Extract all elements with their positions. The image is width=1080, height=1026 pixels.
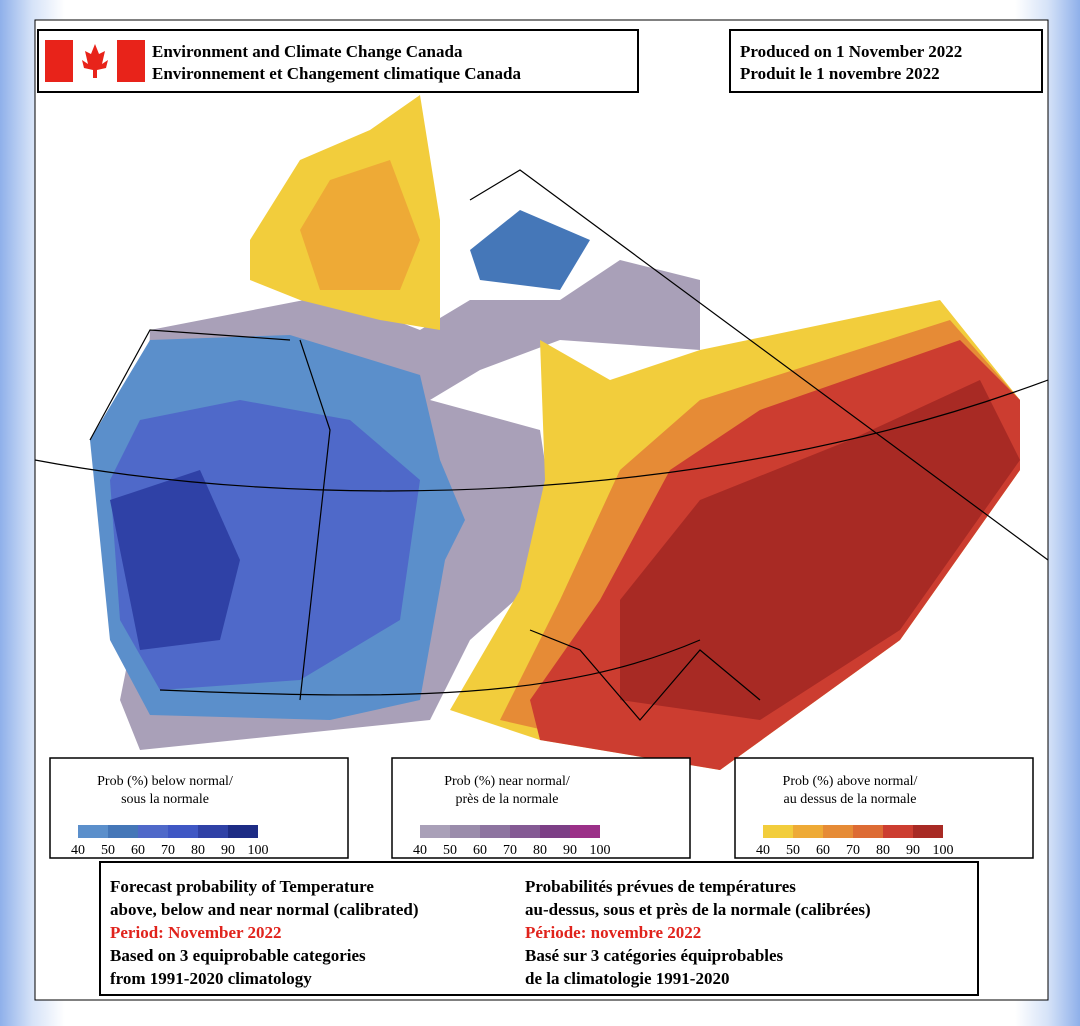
legend-swatch — [853, 825, 883, 838]
legend-tick: 80 — [191, 843, 205, 858]
legend-tick: 80 — [876, 843, 890, 858]
legend-swatch — [913, 825, 943, 838]
legend-swatch — [823, 825, 853, 838]
footer-line: from 1991-2020 climatology — [110, 969, 312, 988]
footer-line: Basé sur 3 catégories équiprobables — [525, 946, 784, 965]
footer-line: Période: novembre 2022 — [525, 923, 701, 942]
legend-title: près de la normale — [455, 792, 558, 807]
legend-title: Prob (%) above normal/ — [783, 774, 918, 789]
legend-tick: 90 — [221, 843, 235, 858]
legend-swatch — [793, 825, 823, 838]
legend-swatch — [198, 825, 228, 838]
legend-title: au dessus de la normale — [784, 792, 917, 807]
legend-tick: 100 — [933, 843, 954, 858]
legend-swatch — [883, 825, 913, 838]
footer-box — [99, 861, 979, 996]
legend-tick: 40 — [413, 843, 427, 858]
legend-tick: 100 — [248, 843, 269, 858]
legend-tick: 70 — [846, 843, 860, 858]
legend-box — [734, 757, 1034, 859]
map-lines — [34, 169, 1049, 721]
legend-tick: 40 — [756, 843, 770, 858]
legend-tick: 60 — [131, 843, 145, 858]
produced-en: Produced on 1 November 2022 — [740, 42, 962, 61]
legends: Prob (%) below normal/sous la normale 40 5… — [49, 757, 1034, 859]
legend-tick: 70 — [161, 843, 175, 858]
footer-line: au-dessus, sous et près de la normale (c… — [525, 900, 871, 919]
legend-title: Prob (%) below normal/ — [97, 774, 233, 789]
legend-swatch — [450, 825, 480, 838]
legend-swatch — [420, 825, 450, 838]
legend-swatch — [138, 825, 168, 838]
footer-line: above, below and near normal (calibrated… — [110, 900, 419, 919]
agency-en: Environment and Climate Change Canada — [152, 42, 463, 61]
legend-tick: 70 — [503, 843, 517, 858]
legend-tick: 60 — [816, 843, 830, 858]
legend-swatch — [570, 825, 600, 838]
legend-title: Prob (%) near normal/ — [444, 774, 570, 789]
agency-fr: Environnement et Changement climatique C… — [152, 64, 521, 83]
produced-box — [729, 29, 1043, 93]
legend-swatch — [228, 825, 258, 838]
legend-tick: 50 — [443, 843, 457, 858]
legend-swatch — [168, 825, 198, 838]
legend-swatch — [108, 825, 138, 838]
legend-tick: 100 — [590, 843, 611, 858]
legend-tick: 50 — [101, 843, 115, 858]
produced-fr: Produit le 1 novembre 2022 — [740, 64, 940, 83]
footer-line: Forecast probability of Temperature — [110, 877, 374, 896]
legend-swatch — [78, 825, 108, 838]
legend-swatch — [510, 825, 540, 838]
legend-box — [49, 757, 349, 859]
legend-swatch — [540, 825, 570, 838]
canada-flag — [45, 40, 145, 82]
legend-tick: 90 — [906, 843, 920, 858]
legend-tick: 80 — [533, 843, 547, 858]
map-regions — [90, 95, 1020, 770]
legend-title: sous la normale — [121, 792, 209, 807]
footer-line: Period: November 2022 — [110, 923, 282, 942]
legend-tick: 60 — [473, 843, 487, 858]
legend-tick: 90 — [563, 843, 577, 858]
legend-tick: 50 — [786, 843, 800, 858]
footer-line: Based on 3 equiprobable categories — [110, 946, 366, 965]
legend-swatch — [480, 825, 510, 838]
legend-tick: 40 — [71, 843, 85, 858]
legend-box — [391, 757, 691, 859]
footer: Forecast probability of Temperature above… — [110, 877, 871, 988]
footer-line: de la climatologie 1991-2020 — [525, 969, 729, 988]
legend-swatch — [763, 825, 793, 838]
footer-line: Probabilités prévues de températures — [525, 877, 796, 896]
